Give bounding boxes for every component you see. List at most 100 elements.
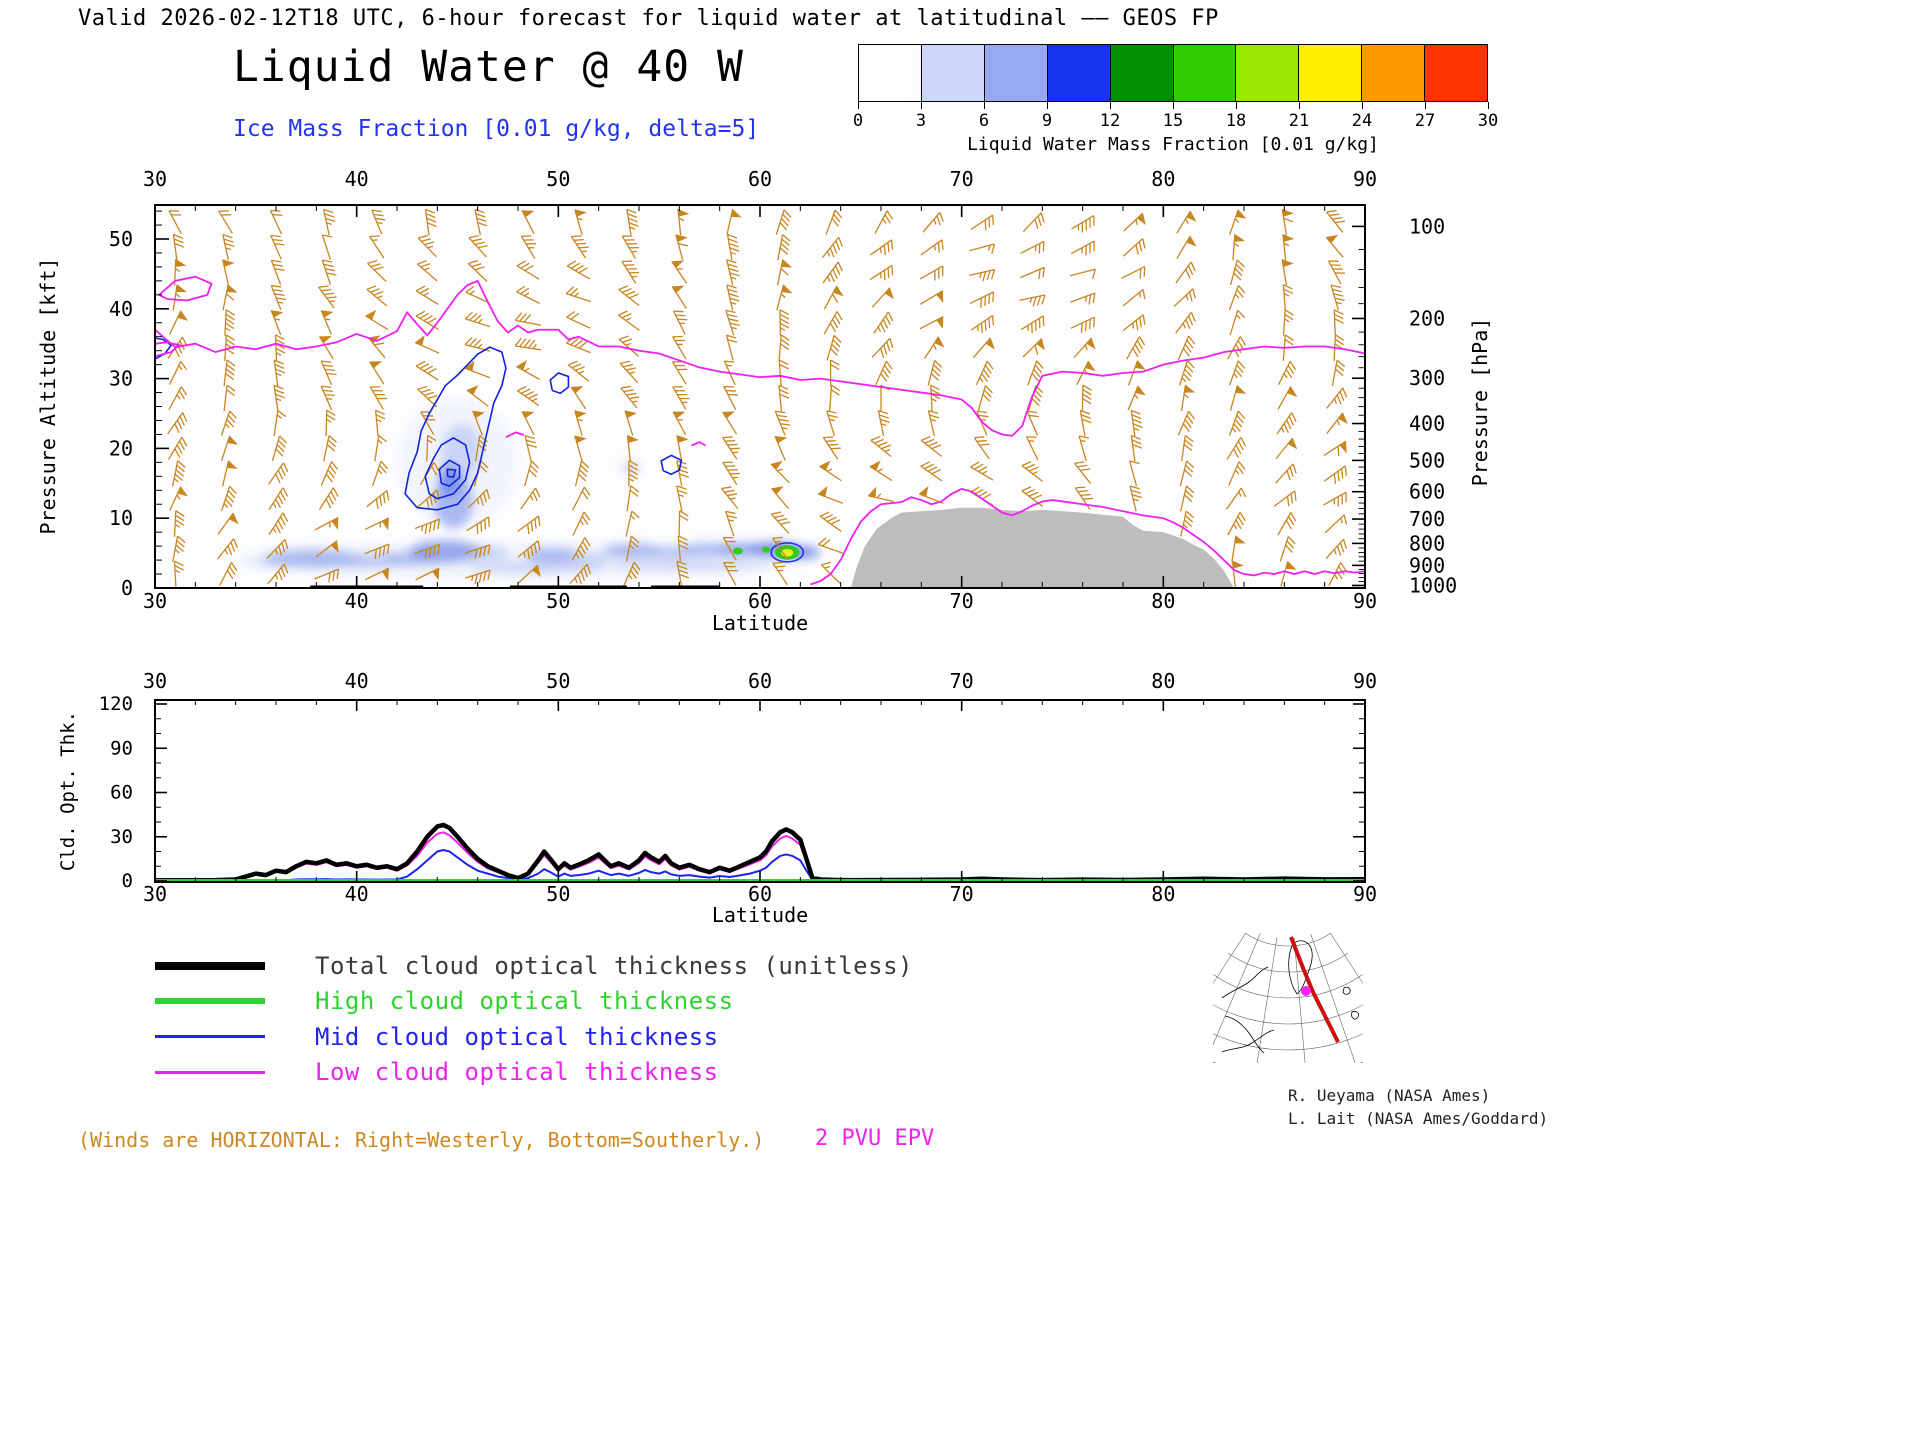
svg-text:90: 90	[1353, 669, 1377, 693]
credit-ueyama: R. Ueyama (NASA Ames)	[1288, 1086, 1491, 1105]
colorbar-cell	[1047, 45, 1111, 101]
svg-text:30: 30	[143, 669, 167, 693]
colorbar-cell	[921, 45, 985, 101]
svg-text:30: 30	[143, 882, 167, 906]
svg-text:30: 30	[143, 589, 167, 613]
page-title: Liquid Water @ 40 W	[233, 42, 744, 92]
svg-text:40: 40	[345, 669, 369, 693]
colorbar-cell	[1110, 45, 1174, 101]
colorbar-label: Liquid Water Mass Fraction [0.01 g/kg]	[967, 134, 1379, 155]
legend-label-mid: Mid cloud optical thickness	[315, 1022, 719, 1051]
svg-text:50: 50	[109, 227, 133, 251]
colorbar-tick-label: 15	[1162, 111, 1184, 131]
colorbar-cell	[1362, 45, 1426, 101]
svg-text:500: 500	[1409, 448, 1445, 472]
high-value-cores-layer	[732, 542, 805, 563]
legend-row-low: Low cloud optical thickness	[155, 1055, 913, 1091]
svg-text:30: 30	[143, 167, 167, 191]
colorbar-tick-label: 24	[1351, 111, 1373, 131]
wind-barbs-layer	[167, 208, 1348, 588]
svg-text:80: 80	[1151, 669, 1175, 693]
svg-text:50: 50	[546, 589, 570, 613]
svg-text:80: 80	[1151, 882, 1175, 906]
svg-text:80: 80	[1151, 167, 1175, 191]
colorbar-tick-label: 6	[978, 111, 990, 131]
colorbar-tick-label: 27	[1414, 111, 1436, 131]
svg-text:600: 600	[1409, 480, 1445, 504]
main-plot-content	[155, 205, 1365, 588]
svg-text:Pressure [hPa]: Pressure [hPa]	[1468, 318, 1492, 487]
colorbar-cell	[859, 45, 922, 101]
svg-text:Pressure Altitude [kft]: Pressure Altitude [kft]	[36, 258, 60, 535]
svg-text:50: 50	[546, 882, 570, 906]
svg-text:40: 40	[345, 589, 369, 613]
svg-text:1000: 1000	[1409, 573, 1457, 597]
legend-swatch-mid	[155, 1035, 265, 1039]
legend-row-high: High cloud optical thickness	[155, 984, 913, 1020]
epv-contours-layer	[155, 275, 1365, 586]
svg-text:700: 700	[1409, 507, 1445, 531]
svg-text:70: 70	[950, 589, 974, 613]
colorbar-cell	[1299, 45, 1363, 101]
svg-text:Latitude: Latitude	[712, 611, 808, 635]
svg-text:60: 60	[748, 669, 772, 693]
svg-text:100: 100	[1409, 214, 1445, 238]
svg-text:Latitude: Latitude	[712, 903, 808, 927]
cross-section-track	[1289, 936, 1340, 1043]
svg-text:90: 90	[1353, 882, 1377, 906]
map-location-dot	[1301, 986, 1311, 996]
svg-text:30: 30	[110, 826, 133, 848]
colorbar-tick-label: 12	[1099, 111, 1121, 131]
colorbar-tick-label: 0	[852, 111, 864, 131]
colorbar-cell	[984, 45, 1048, 101]
svg-text:90: 90	[1353, 589, 1377, 613]
colorbar-cell	[1236, 45, 1300, 101]
svg-text:40: 40	[345, 167, 369, 191]
colorbar-tick-label: 18	[1225, 111, 1247, 131]
optical-thickness-legend: Total cloud optical thickness (unitless)…	[155, 948, 913, 1090]
svg-text:70: 70	[950, 882, 974, 906]
svg-text:60: 60	[748, 882, 772, 906]
svg-text:800: 800	[1409, 531, 1445, 555]
svg-text:200: 200	[1409, 306, 1445, 330]
svg-text:300: 300	[1409, 366, 1445, 390]
legend-label-high: High cloud optical thickness	[315, 987, 734, 1016]
svg-text:900: 900	[1409, 553, 1445, 577]
svg-text:60: 60	[748, 167, 772, 191]
svg-text:40: 40	[109, 297, 133, 321]
svg-text:120: 120	[99, 693, 133, 715]
svg-text:50: 50	[546, 669, 570, 693]
svg-text:70: 70	[950, 669, 974, 693]
colorbar-tick-label: 9	[1041, 111, 1053, 131]
svg-text:30: 30	[109, 367, 133, 391]
valid-time-header: Valid 2026-02-12T18 UTC, 6-hour forecast…	[78, 6, 1219, 31]
svg-text:40: 40	[345, 882, 369, 906]
colorbar-tick-label: 30	[1477, 111, 1499, 131]
ice-mass-fraction-subtitle: Ice Mass Fraction [0.01 g/kg, delta=5]	[233, 116, 760, 142]
optical-thickness-plot: 30 30 40 40 50 50 60 60 70 70 80 80 90 90 0 30 60 90 120 La…	[57, 669, 1377, 927]
colorbar-tick-label: 3	[915, 111, 927, 131]
colorbar: 0 3 6 9 12 15 18 21 24 27 30 Liquid Water Mass Fra…	[853, 44, 1498, 155]
svg-text:70: 70	[950, 167, 974, 191]
main-plot-labels: 3030404050506060707080809090010203040501…	[36, 167, 1492, 635]
credit-lait: L. Lait (NASA Ames/Goddard)	[1288, 1109, 1549, 1128]
svg-text:60: 60	[748, 589, 772, 613]
svg-text:90: 90	[110, 737, 133, 759]
svg-text:90: 90	[1353, 167, 1377, 191]
svg-text:Cld. Opt. Thk.: Cld. Opt. Thk.	[57, 711, 79, 871]
colorbar-tick-label: 21	[1288, 111, 1310, 131]
terrain-fill	[850, 507, 1234, 588]
legend-swatch-high	[155, 998, 265, 1005]
svg-text:80: 80	[1151, 589, 1175, 613]
svg-text:0: 0	[122, 870, 133, 892]
svg-text:0: 0	[121, 576, 133, 600]
colorbar-ticks: 0 3 6 9 12 15 18 21 24 27 30	[853, 102, 1498, 132]
colorbar-gradient	[858, 44, 1488, 102]
legend-row-total: Total cloud optical thickness (unitless)	[155, 948, 913, 984]
map-coastlines	[1221, 940, 1359, 1054]
colorbar-cell	[1173, 45, 1237, 101]
winds-note: (Winds are HORIZONTAL: Right=Westerly, B…	[78, 1128, 765, 1152]
legend-swatch-total	[155, 961, 265, 970]
